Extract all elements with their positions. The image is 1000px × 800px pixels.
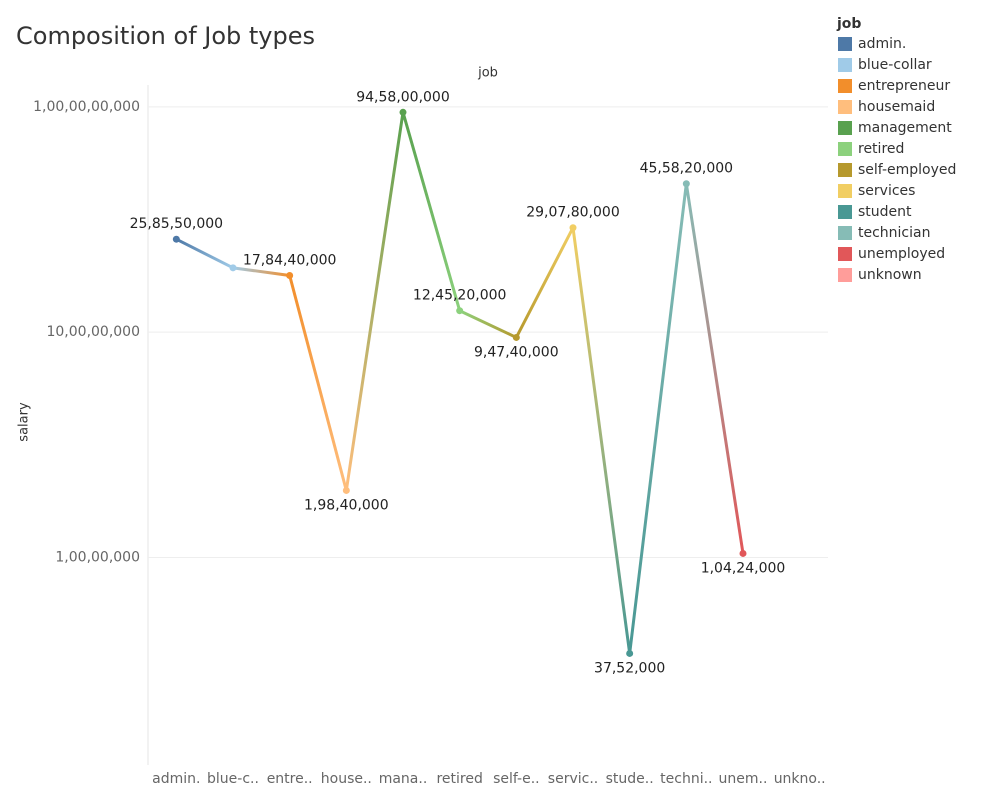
data-point (399, 108, 407, 116)
legend-label: housemaid (858, 99, 935, 115)
data-label: 1,98,40,000 (304, 497, 389, 513)
line-segment (174, 237, 235, 270)
x-tick-label: stude.. (606, 771, 654, 787)
legend-swatch (838, 121, 852, 135)
legend-swatch (838, 37, 852, 51)
legend-swatch (838, 79, 852, 93)
legend-swatch (838, 268, 852, 282)
data-point (512, 333, 520, 341)
chart-title: Composition of Job types (16, 22, 315, 50)
y-tick-label: 1,00,00,000 (55, 550, 140, 566)
data-point (456, 307, 464, 315)
x-tick-label: self-e.. (493, 771, 540, 787)
x-tick-label: entre.. (267, 771, 313, 787)
line-segment (571, 226, 632, 655)
x-tick-label: unem.. (719, 771, 768, 787)
data-label: 29,07,80,000 (526, 205, 620, 221)
data-label: 12,45,20,000 (413, 288, 507, 304)
legend-label: unemployed (858, 246, 945, 262)
legend-label: self-employed (858, 162, 956, 178)
data-point (739, 549, 747, 557)
data-label: 1,04,24,000 (701, 560, 786, 576)
data-point (172, 235, 180, 243)
data-label: 37,52,000 (594, 660, 665, 676)
x-tick-label: admin. (152, 771, 200, 787)
legend-label: blue-collar (858, 57, 932, 73)
x-tick-label: mana.. (379, 771, 428, 787)
legend-title: job (836, 16, 861, 32)
data-label: 17,84,40,000 (243, 253, 337, 269)
x-tick-label: servic.. (548, 771, 598, 787)
y-axis-label: salary (17, 402, 32, 442)
data-point (229, 264, 237, 272)
line-segment (628, 182, 688, 655)
x-tick-label: house.. (321, 771, 372, 787)
legend-swatch (838, 58, 852, 72)
legend-label: unknown (858, 267, 922, 283)
legend-swatch (838, 205, 852, 219)
legend-swatch (838, 100, 852, 114)
data-point (626, 649, 634, 657)
x-tick-label: retired (436, 771, 482, 787)
legend-swatch (838, 247, 852, 261)
data-point (569, 224, 577, 232)
y-tick-label: 1,00,00,00,000 (33, 99, 140, 115)
x-tick-label: blue-c.. (207, 771, 259, 787)
legend-label: services (858, 183, 915, 199)
legend-swatch (838, 184, 852, 198)
line-segment (288, 274, 348, 492)
line-segment (684, 182, 745, 555)
x-tick-label: unkno.. (774, 771, 826, 787)
data-label: 25,85,50,000 (130, 216, 224, 232)
legend-label: management (858, 120, 952, 136)
line-segment (401, 110, 462, 313)
line-segment (344, 110, 405, 492)
x-axis-label: job (477, 66, 498, 81)
line-segment (231, 266, 292, 278)
line-segment (458, 309, 518, 339)
legend-swatch (838, 142, 852, 156)
data-label: 94,58,00,000 (356, 89, 450, 105)
y-tick-label: 10,00,00,000 (46, 324, 140, 340)
line-segment (514, 226, 575, 339)
data-point (342, 486, 350, 494)
legend-label: entrepreneur (858, 78, 950, 94)
legend-label: technician (858, 225, 930, 241)
legend-label: retired (858, 141, 904, 157)
data-label: 9,47,40,000 (474, 344, 559, 360)
legend-label: admin. (858, 36, 906, 52)
legend-swatch (838, 163, 852, 177)
legend-label: student (858, 204, 912, 220)
data-point (286, 272, 294, 280)
data-point (682, 180, 690, 188)
data-label: 45,58,20,000 (640, 161, 734, 177)
legend-swatch (838, 226, 852, 240)
x-tick-label: techni.. (660, 771, 712, 787)
